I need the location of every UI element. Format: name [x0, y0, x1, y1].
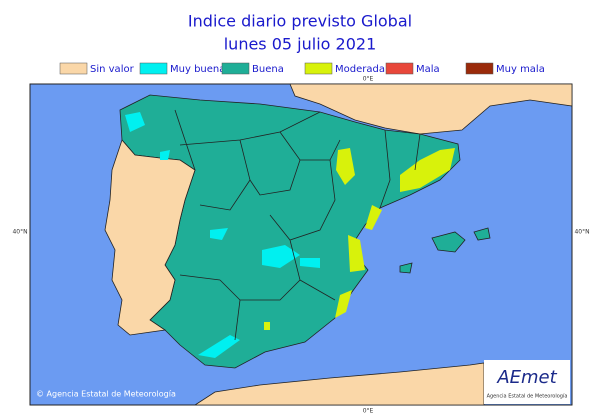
subtitle: lunes 05 julio 2021 — [224, 35, 377, 54]
legend-label: Muy buena — [170, 64, 225, 75]
legend-swatch — [59, 62, 88, 75]
legend-swatch — [139, 62, 168, 75]
legend-label: Moderada — [335, 64, 385, 75]
legend-swatch — [221, 62, 250, 75]
legend-swatch — [385, 62, 414, 75]
france — [289, 83, 573, 135]
legend-swatch — [304, 62, 333, 75]
legend-swatch — [465, 62, 494, 75]
province-borders — [174, 109, 421, 341]
portugal — [104, 139, 196, 336]
copyright: © Agencia Estatal de Meteorología — [36, 390, 176, 399]
legend-label: Sin valor — [90, 64, 135, 75]
title: Indice diario previsto Global — [188, 12, 412, 31]
lon-label: 0°E — [363, 76, 374, 83]
logo: AEmet — [496, 367, 557, 388]
lon-label: 0°E — [363, 408, 374, 415]
lat-label: 40°N — [12, 229, 27, 236]
legend-label: Buena — [252, 64, 284, 75]
logo-subtitle: Agencia Estatal de Meteorología — [487, 393, 568, 400]
legend-label: Mala — [416, 64, 440, 75]
moderate-area — [264, 148, 455, 330]
very-good-area — [125, 112, 320, 358]
map: AEmet Agencia Estatal de Meteorología © … — [29, 83, 573, 406]
lat-label: 40°N — [574, 229, 589, 236]
legend: Sin valor Muy buena Buena Moderada Mala Muy m… — [59, 62, 545, 75]
legend-label: Muy mala — [496, 64, 545, 75]
balearic — [399, 227, 491, 274]
logo-box — [484, 360, 570, 404]
